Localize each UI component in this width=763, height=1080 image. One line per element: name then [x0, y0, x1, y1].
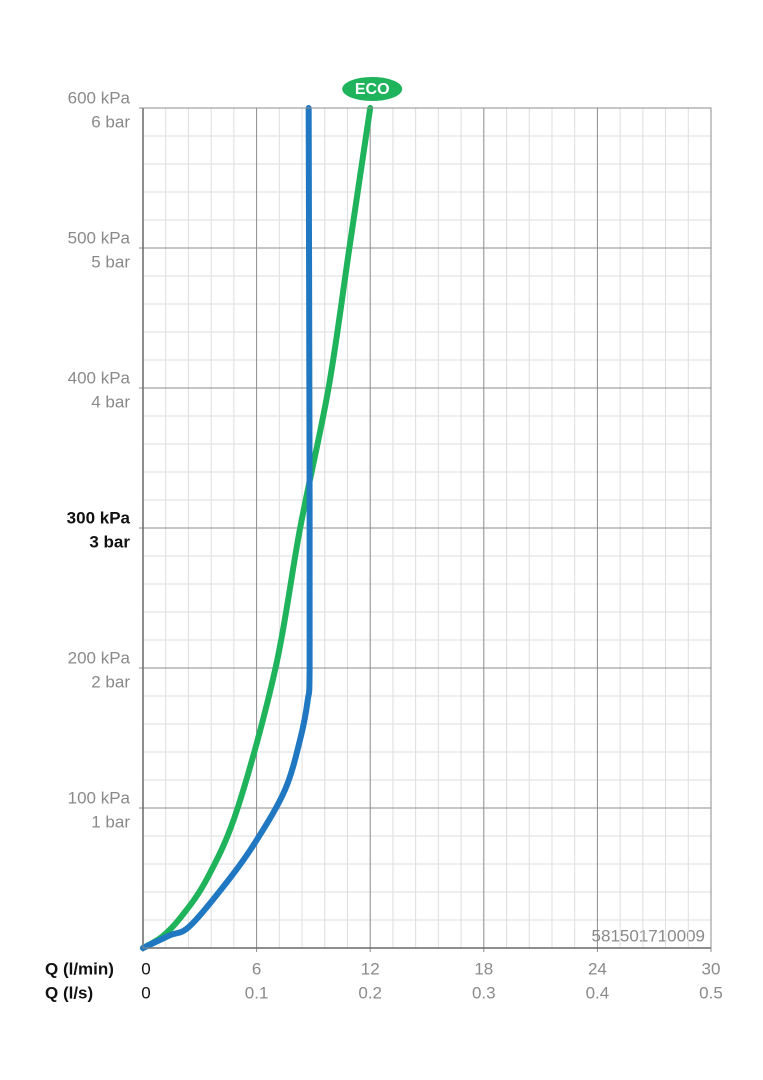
x-tick-label: 0 — [141, 959, 150, 978]
x-tick-label: 30 — [702, 959, 721, 978]
y-tick-label: 400 kPa — [68, 368, 131, 387]
y-tick-label: 600 kPa — [68, 88, 131, 107]
x2-tick-label: 0.2 — [358, 983, 382, 1002]
y2-tick-label: 1 bar — [91, 812, 130, 831]
series-label: ECO — [355, 81, 390, 98]
x-tick-label: 6 — [252, 959, 261, 978]
series-badge — [342, 77, 403, 101]
y-tick-label: 200 kPa — [68, 648, 131, 667]
x2-axis-label: Q (l/s) — [45, 983, 93, 1002]
plot-border — [142, 107, 712, 949]
y2-tick-label: 6 bar — [91, 112, 130, 131]
y-tick-label: 300 kPa — [67, 508, 131, 527]
x-tick-label: 24 — [588, 959, 607, 978]
x-axis-label: Q (l/min) — [45, 959, 114, 978]
x2-tick-label: 0.3 — [472, 983, 496, 1002]
y2-tick-label: 3 bar — [89, 532, 130, 551]
y2-tick-label: 2 bar — [91, 672, 130, 691]
y-tick-label: 500 kPa — [68, 228, 131, 247]
x2-tick-label: 0.1 — [245, 983, 269, 1002]
y2-tick-label: 5 bar — [91, 252, 130, 271]
y2-tick-label: 4 bar — [91, 392, 130, 411]
x2-tick-label: 0.4 — [586, 983, 610, 1002]
line — [140, 105, 374, 951]
x-tick-label: 12 — [361, 959, 380, 978]
x2-tick-label: 0 — [141, 983, 150, 1002]
x2-tick-label: 0.5 — [699, 983, 723, 1002]
line — [140, 105, 313, 951]
x-tick-label: 18 — [474, 959, 493, 978]
y-tick-label: 100 kPa — [68, 788, 131, 807]
